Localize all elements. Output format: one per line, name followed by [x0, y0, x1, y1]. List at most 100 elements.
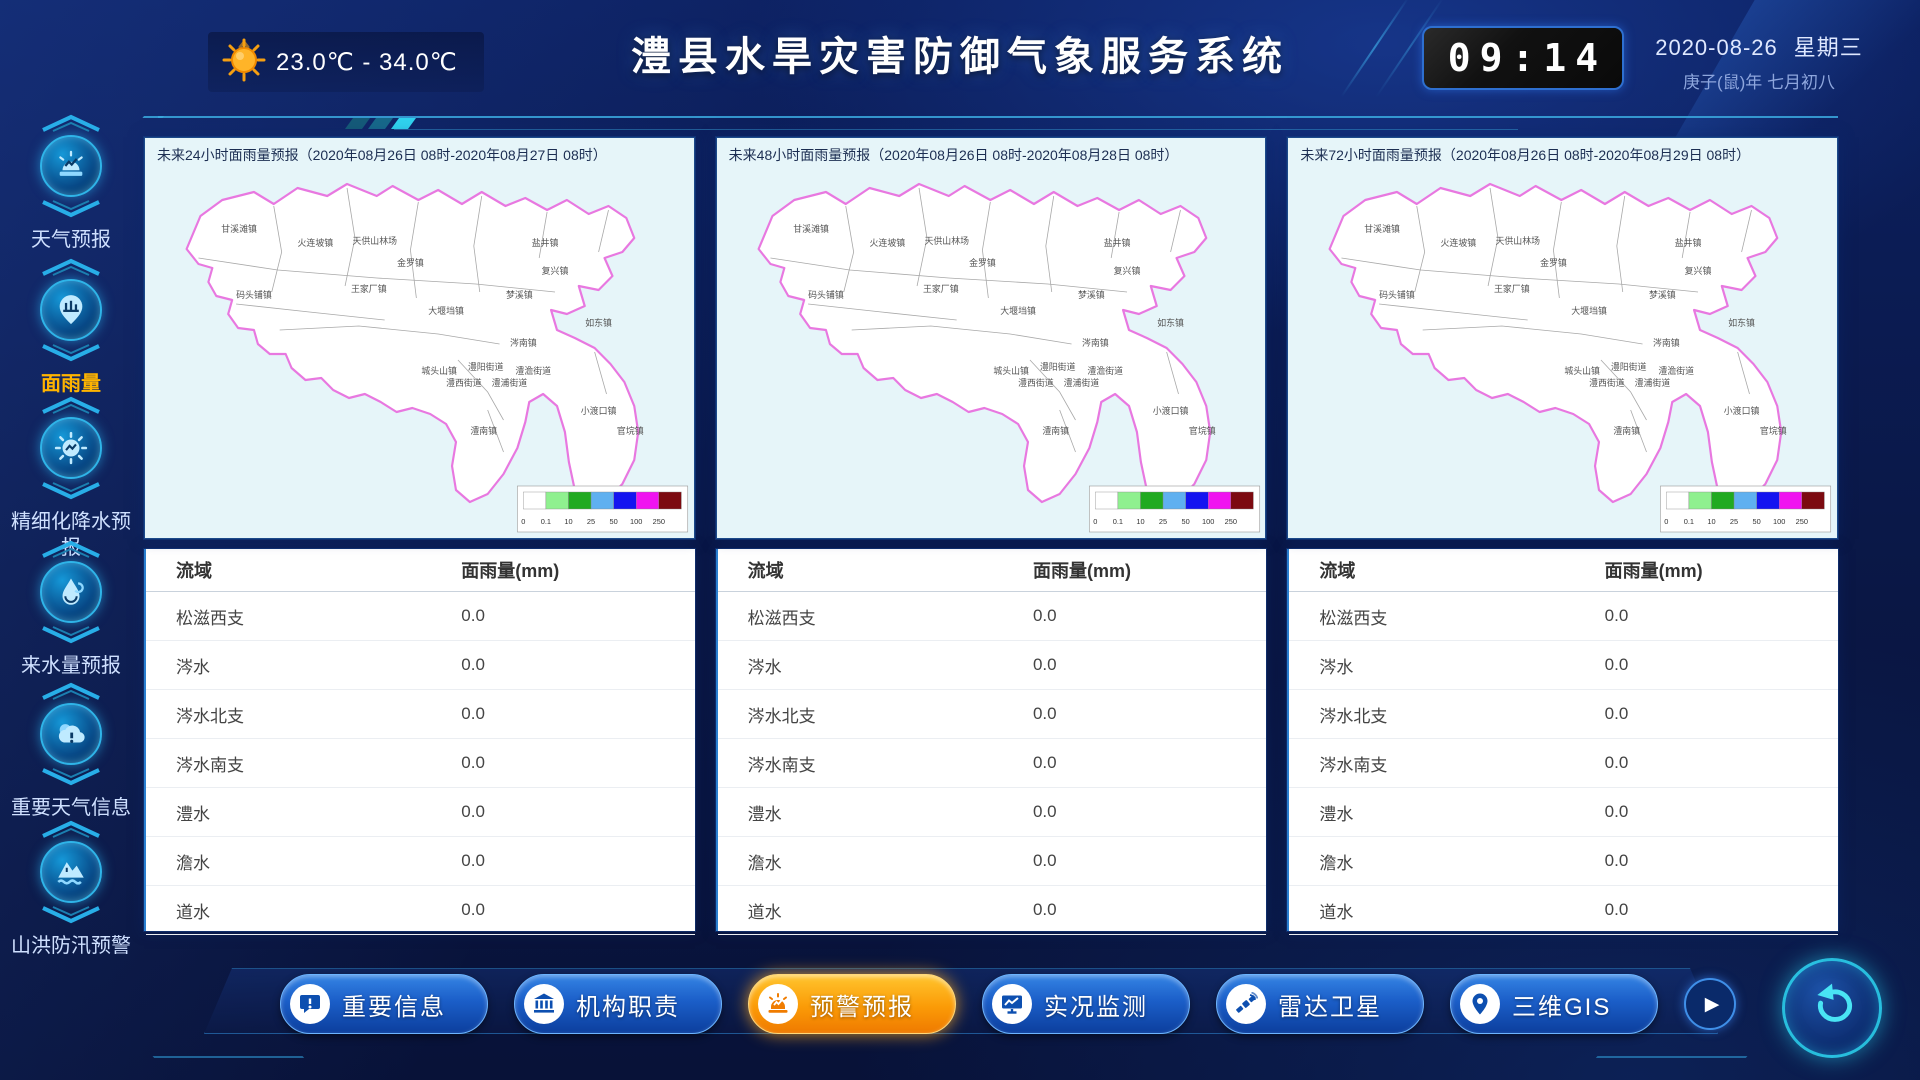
- sidebar-item-flash-flood-warning[interactable]: 山洪防汛预警: [0, 820, 142, 959]
- town-label: 涔南镇: [1653, 337, 1680, 348]
- sidebar-item-inflow-forecast[interactable]: 来水量预报: [0, 540, 142, 679]
- table-row: 松滋西支 0.0: [1289, 591, 1839, 641]
- rainfall-legend: 0 0.1 10 25 50 100 250: [1088, 485, 1260, 533]
- legend-tick: 25: [1159, 517, 1167, 526]
- legend-cell: [1117, 491, 1141, 510]
- basin-name-cell: 道水: [1289, 885, 1605, 935]
- forecast-panel-24h: 未来24小时面雨量预报（2020年08月26日 08时-2020年08月27日 …: [144, 137, 695, 935]
- basin-name-cell: 道水: [146, 885, 462, 935]
- nav-button-label: 雷达卫星: [1278, 993, 1382, 1021]
- chevron-down-icon: [42, 200, 100, 218]
- legend-cell: [1185, 491, 1209, 510]
- sidebar-item-important-weather-info[interactable]: 重要天气信息: [0, 682, 142, 821]
- map-card-48h[interactable]: 未来48小时面雨量预报（2020年08月26日 08时-2020年08月28日 …: [715, 137, 1267, 539]
- legend-cell: [568, 491, 592, 510]
- column-header-basin: 流域: [717, 549, 1033, 592]
- clock-time: 09:14: [1447, 36, 1608, 80]
- sidebar-item-weather-forecast[interactable]: 天气预报: [0, 114, 142, 253]
- legend-tick: 25: [1730, 517, 1738, 526]
- town-label: 盐井镇: [1675, 237, 1702, 248]
- town-label: 复兴镇: [1113, 265, 1140, 276]
- town-label: 涔南镇: [510, 337, 537, 348]
- legend-cell: [523, 491, 547, 510]
- basin-name-cell: 澧水: [717, 787, 1033, 837]
- rainfall-value-cell: 0.0: [1604, 640, 1839, 690]
- table-row: 澹水 0.0: [146, 836, 695, 886]
- town-label: 如东镇: [1729, 317, 1756, 328]
- basin-name-cell: 涔水北支: [717, 689, 1033, 739]
- nav-button-live-monitoring[interactable]: 实况监测: [982, 974, 1190, 1034]
- rainfall-map: 甘溪滩镇 火连坡镇 天供山林场 金罗镇 盐井镇 复兴镇 码头铺镇 王家厂镇 梦溪镇 大堰垱镇 如东镇…: [1288, 138, 1837, 538]
- content-frame: 未来24小时面雨量预报（2020年08月26日 08时-2020年08月27日 …: [133, 116, 1839, 935]
- town-label: 澧阳街道: [1611, 361, 1647, 372]
- rainfall-legend: 0 0.1 10 25 50 100 250: [517, 485, 689, 533]
- town-label: 澧西街道: [1589, 377, 1625, 388]
- town-label: 王家厂镇: [1494, 283, 1530, 294]
- legend-cell: [1734, 491, 1758, 510]
- basin-name-cell: 涔水南支: [146, 738, 462, 788]
- table-row: 涔水南支 0.0: [717, 738, 1267, 788]
- bottom-navigation: 重要信息 机构职责 预警预报 实况监测: [144, 966, 1838, 1042]
- rainfall-value-cell: 0.0: [1032, 738, 1267, 788]
- town-label: 城头山镇: [1565, 365, 1601, 376]
- town-label: 梦溪镇: [1078, 289, 1105, 300]
- forecast-panel-72h: 未来72小时面雨量预报（2020年08月26日 08时-2020年08月29日 …: [1287, 137, 1839, 935]
- chevron-up-icon: [42, 540, 100, 558]
- nav-button-3d-gis[interactable]: 三维GIS: [1450, 974, 1658, 1034]
- nav-button-warning-forecast[interactable]: 预警预报: [748, 974, 956, 1034]
- table-row: 涔水南支 0.0: [146, 738, 695, 788]
- basin-name-cell: 道水: [717, 885, 1033, 935]
- basin-name-cell: 涔水南支: [1289, 738, 1605, 788]
- temperature-range: 23.0℃ - 34.0℃: [276, 48, 458, 76]
- play-button[interactable]: ▶: [1684, 978, 1736, 1030]
- town-label: 码头铺镇: [1379, 289, 1415, 300]
- map-card-72h[interactable]: 未来72小时面雨量预报（2020年08月26日 08时-2020年08月29日 …: [1287, 137, 1839, 539]
- chevron-up-icon: [42, 258, 100, 276]
- date-text: 2020-08-26: [1655, 35, 1778, 60]
- column-header-rainfall: 面雨量(mm): [461, 549, 695, 592]
- gis-pin-icon: [1460, 984, 1500, 1024]
- town-label: 澧西街道: [1018, 377, 1054, 388]
- sidebar-item-area-rainfall[interactable]: 面雨量: [0, 258, 142, 397]
- table-row: 涔水北支 0.0: [717, 689, 1267, 739]
- town-label: 澧澹街道: [1087, 365, 1123, 376]
- rainfall-value-cell: 0.0: [461, 689, 695, 739]
- nav-button-label: 预警预报: [810, 993, 914, 1021]
- basin-name-cell: 澹水: [1289, 836, 1605, 886]
- nav-button-important-info[interactable]: 重要信息: [280, 974, 488, 1034]
- town-label: 澧南镇: [470, 425, 497, 436]
- date-widget: 2020-08-26 星期三 庚子(鼠)年 七月初八: [1634, 30, 1884, 93]
- town-label: 澧澹街道: [1659, 365, 1695, 376]
- nav-button-institution-duties[interactable]: 机构职责: [514, 974, 722, 1034]
- back-button[interactable]: [1782, 958, 1882, 1058]
- map-card-24h[interactable]: 未来24小时面雨量预报（2020年08月26日 08时-2020年08月27日 …: [144, 137, 695, 539]
- table-row: 道水 0.0: [1289, 885, 1839, 935]
- town-label: 澧澹街道: [515, 365, 551, 376]
- rainfall-value-cell: 0.0: [1032, 591, 1267, 641]
- table-row: 涔水北支 0.0: [1289, 689, 1839, 739]
- table-row: 涔水 0.0: [1289, 640, 1839, 690]
- town-label: 小渡口镇: [1152, 405, 1188, 416]
- town-label: 码头铺镇: [236, 289, 272, 300]
- nav-button-radar-satellite[interactable]: 雷达卫星: [1216, 974, 1424, 1034]
- rainfall-value-cell: 0.0: [1604, 689, 1839, 739]
- map-title: 未来48小时面雨量预报（2020年08月26日 08时-2020年08月28日 …: [728, 147, 1179, 163]
- legend-cell: [636, 491, 660, 510]
- town-label: 澧阳街道: [1040, 361, 1076, 372]
- rainfall-value-cell: 0.0: [1032, 689, 1267, 739]
- town-label: 火连坡镇: [869, 237, 905, 248]
- sidebar-item-fine-precipitation-forecast[interactable]: 精细化降水预报: [0, 396, 142, 561]
- table-row: 松滋西支 0.0: [717, 591, 1267, 641]
- nav-button-label: 实况监测: [1044, 993, 1148, 1021]
- legend-cell: [1711, 491, 1735, 510]
- water-drop-icon: [62, 578, 84, 605]
- town-label: 澧浦街道: [492, 377, 528, 388]
- basin-name-cell: 澧水: [1289, 787, 1605, 837]
- rainfall-value-cell: 0.0: [461, 640, 695, 690]
- town-label: 盐井镇: [1103, 237, 1130, 248]
- town-label: 梦溪镇: [506, 289, 533, 300]
- legend-tick: 0: [1665, 517, 1669, 526]
- frame-top-decoration: [133, 116, 1838, 132]
- town-label: 澧南镇: [1614, 425, 1641, 436]
- footer-decoration-right: [1595, 1048, 1755, 1058]
